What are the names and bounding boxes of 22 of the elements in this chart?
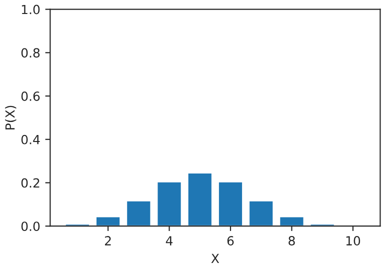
bar [309, 223, 336, 226]
y-tick-label: 0.8 [21, 48, 40, 58]
x-tick-label: 4 [166, 236, 173, 246]
y-tick-label: 0.4 [21, 134, 40, 144]
y-tick-label: 0.2 [21, 178, 40, 188]
bar [218, 180, 244, 226]
x-tick-label: 6 [227, 236, 234, 246]
bar [64, 223, 90, 226]
y-tick-label: 0.0 [21, 222, 40, 232]
x-tick-label: 8 [288, 236, 295, 246]
x-tick-label: 10 [346, 236, 360, 246]
bar [126, 200, 152, 226]
y-tick-label: 1.0 [22, 4, 40, 14]
y-tick-label: 0.6 [21, 92, 40, 101]
bar [278, 216, 305, 226]
bar [248, 200, 274, 226]
x-axis-title: X [211, 254, 220, 263]
bar [186, 172, 213, 226]
y-axis-title: P(X) [5, 106, 16, 130]
bar [156, 180, 182, 226]
bar [95, 216, 121, 226]
x-tick-label: 2 [104, 236, 111, 246]
